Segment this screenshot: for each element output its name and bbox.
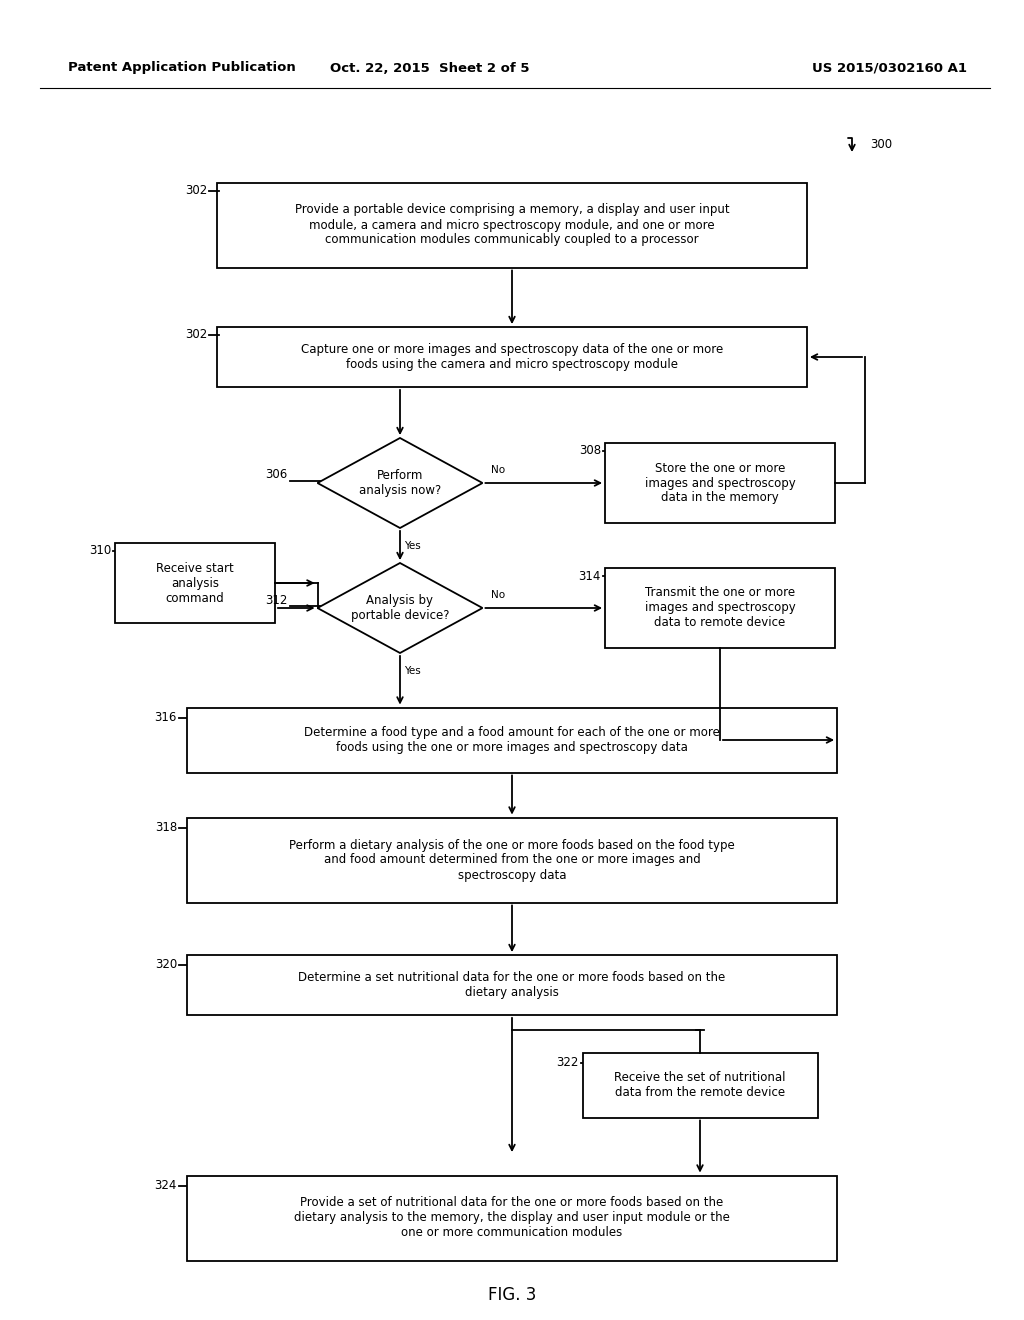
Text: 314: 314 [579, 569, 601, 582]
Text: Perform a dietary analysis of the one or more foods based on the food type
and f: Perform a dietary analysis of the one or… [289, 838, 735, 882]
Bar [217, 182, 807, 268]
Text: 308: 308 [579, 445, 601, 458]
Text: Analysis by
portable device?: Analysis by portable device? [351, 594, 450, 622]
Bar [187, 954, 837, 1015]
Bar [187, 1176, 837, 1261]
Text: Receive start
analysis
command: Receive start analysis command [156, 561, 233, 605]
Text: Provide a portable device comprising a memory, a display and user input
module, : Provide a portable device comprising a m… [295, 203, 729, 247]
Text: Determine a set nutritional data for the one or more foods based on the
dietary : Determine a set nutritional data for the… [298, 972, 726, 999]
Polygon shape [317, 564, 482, 653]
Text: Provide a set of nutritional data for the one or more foods based on the
dietary: Provide a set of nutritional data for th… [294, 1196, 730, 1239]
Text: Store the one or more
images and spectroscopy
data in the memory: Store the one or more images and spectro… [645, 462, 796, 504]
Bar [187, 708, 837, 772]
Bar [187, 817, 837, 903]
Text: Determine a food type and a food amount for each of the one or more
foods using : Determine a food type and a food amount … [304, 726, 720, 754]
Bar [605, 444, 835, 523]
Text: 322: 322 [556, 1056, 579, 1069]
Text: Perform
analysis now?: Perform analysis now? [358, 469, 441, 498]
Bar [115, 543, 275, 623]
Text: Oct. 22, 2015  Sheet 2 of 5: Oct. 22, 2015 Sheet 2 of 5 [331, 62, 529, 74]
Text: 312: 312 [265, 594, 288, 606]
Text: 324: 324 [155, 1179, 177, 1192]
Text: 302: 302 [184, 329, 207, 342]
Text: 320: 320 [155, 958, 177, 972]
Text: 310: 310 [89, 544, 111, 557]
Bar [217, 327, 807, 387]
Text: No: No [490, 465, 505, 475]
Text: Yes: Yes [403, 667, 421, 676]
Polygon shape [317, 438, 482, 528]
Text: Receive the set of nutritional
data from the remote device: Receive the set of nutritional data from… [614, 1071, 785, 1100]
Text: 302: 302 [184, 183, 207, 197]
Text: Capture one or more images and spectroscopy data of the one or more
foods using : Capture one or more images and spectrosc… [301, 343, 723, 371]
Text: 318: 318 [155, 821, 177, 834]
Text: US 2015/0302160 A1: US 2015/0302160 A1 [812, 62, 968, 74]
Bar [605, 568, 835, 648]
Text: Patent Application Publication: Patent Application Publication [68, 62, 296, 74]
Text: 300: 300 [870, 139, 892, 152]
Text: 306: 306 [265, 469, 288, 482]
Text: 316: 316 [155, 711, 177, 723]
Text: No: No [490, 590, 505, 601]
Bar [583, 1052, 817, 1118]
Text: Transmit the one or more
images and spectroscopy
data to remote device: Transmit the one or more images and spec… [645, 586, 796, 630]
Text: Yes: Yes [403, 541, 421, 550]
Text: FIG. 3: FIG. 3 [487, 1286, 537, 1304]
